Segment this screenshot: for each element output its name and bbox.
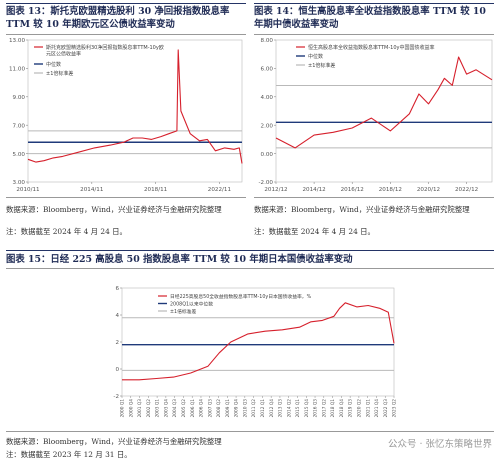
- x-tick-label: 2013 Q3: [278, 399, 284, 418]
- x-tick-label: 2005 Q2: [181, 399, 187, 418]
- y-tick-label: -2.00: [259, 180, 274, 186]
- chart-13-plot: 3.00 5.00 7.00 9.00 11.00 13.00 2010/11 2014/11…: [9, 38, 243, 193]
- y-tick-label: 6: [115, 286, 119, 292]
- top-rule: [254, 3, 494, 4]
- y-tick-label: 0.00: [261, 152, 274, 158]
- x-tick-label: 2012 Q1: [260, 399, 266, 418]
- bottom-rule: [6, 197, 246, 198]
- x-tick-label: 2014/11: [80, 187, 104, 193]
- bottom-rule: [6, 431, 494, 432]
- x-tick-label: 2009 Q4: [234, 399, 240, 418]
- x-tick-label: 2008 Q2: [216, 399, 222, 418]
- x-tick-label: 2018 Q1: [330, 399, 336, 418]
- x-tick-label: 2010/11: [16, 187, 40, 193]
- caption-rule: [6, 34, 246, 35]
- y-tick-label: 2.00: [261, 123, 274, 129]
- y-tick-label: 4.00: [261, 95, 274, 101]
- caption-rule: [6, 268, 494, 269]
- x-tick-label: 2015 Q4: [304, 399, 310, 418]
- plot-frame: [27, 39, 243, 183]
- x-tick-label: 2021 Q1: [365, 399, 371, 418]
- x-tick-label: 2022 Q3: [383, 399, 389, 418]
- x-tick-label: 2000 Q4: [128, 399, 134, 418]
- legend-median-label: 中位数: [46, 61, 61, 68]
- x-tick-label: 2010 Q3: [242, 399, 248, 418]
- legend-std-label: ±1倍标准差: [170, 308, 196, 315]
- chart-14-note: 注：数据截至 2024 年 4 月 24 日。: [254, 227, 375, 236]
- x-tick-label: 2014/12: [302, 187, 325, 193]
- chart-15-note: 注：数据截至 2023 年 12 月 31 日。: [6, 450, 132, 459]
- x-tick-label: 2018/12: [379, 187, 402, 193]
- x-tick-label: 2022/11: [208, 187, 232, 193]
- legend-series-label: 斯托克欧盟精选股利30净回报指数股息率TTM-10y欧元区公债收益率: [46, 44, 164, 58]
- y-tick-label: 4: [115, 313, 119, 319]
- x-tick-label: 2003 Q4: [163, 399, 169, 418]
- legend-median-label: 中位数: [308, 53, 323, 60]
- chart-14-source: 数据来源：Bloomberg，Wind，兴业证券经济与金融研究院整理: [254, 205, 470, 214]
- x-tick-label: 2007 Q3: [207, 399, 213, 418]
- chart-14-plot: -2.00 0.00 2.00 4.00 6.00 8.00 2012/12 2014/12 2…: [259, 38, 493, 193]
- x-tick-label: 2020 Q2: [357, 399, 363, 418]
- series-line: [27, 49, 243, 164]
- y-tick-label: 9.00: [13, 95, 26, 101]
- x-tick-label: 2006 Q4: [199, 399, 205, 418]
- x-tick-label: 2016/12: [341, 187, 364, 193]
- x-tick-label: 2012 Q4: [269, 399, 275, 418]
- y-tick-label: 8.00: [261, 38, 274, 44]
- y-tick-label: 6.00: [261, 67, 274, 73]
- legend-series-label: 日经225高股息50全收益指数股息率TTM-10y日本国债收益率，%: [170, 293, 312, 300]
- top-rule: [6, 3, 246, 4]
- y-tick-label: 13.00: [9, 38, 25, 44]
- x-tick-label: 2002 Q2: [146, 399, 152, 418]
- chart-13-caption: 图表 13：斯托克欧盟精选股利 30 净回报指数股息率 TTM 较 10 年期欧…: [6, 6, 230, 30]
- top-rule: [6, 250, 494, 251]
- chart-14-caption: 图表 14：恒生高股息率全收益指数股息率 TTM 较 10 年期中债收益率变动: [254, 6, 486, 30]
- x-tick-label: 2018/11: [144, 187, 168, 193]
- plot-frame: [275, 39, 493, 183]
- legend-std-label: ±1倍标准差: [46, 70, 73, 77]
- x-tick-label: 2012/12: [264, 187, 287, 193]
- chart-13-note: 注：数据截至 2024 年 4 月 24 日。: [6, 227, 127, 236]
- x-tick-label: 2003 Q1: [155, 399, 161, 418]
- y-tick-label: 11.00: [9, 67, 25, 73]
- caption-rule: [254, 34, 494, 35]
- x-tick-label: 2006 Q1: [190, 399, 196, 418]
- chart-15-caption: 图表 15：日经 225 高股息 50 指数股息率 TTM 较 10 年期日本国…: [6, 254, 353, 265]
- plot-frame: [121, 287, 395, 397]
- series-line: [275, 56, 493, 149]
- x-tick-label: 2001 Q3: [137, 399, 143, 418]
- x-tick-label: 2023 Q2: [392, 399, 398, 418]
- x-tick-label: 2004 Q3: [172, 399, 178, 418]
- y-tick-label: -2: [113, 394, 119, 400]
- x-tick-label: 2017 Q2: [321, 399, 327, 418]
- series-line: [122, 302, 395, 381]
- legend-std-label: ±1倍标准差: [308, 62, 335, 69]
- chart-13-source: 数据来源：Bloomberg，Wind，兴业证券经济与金融研究院整理: [6, 205, 222, 214]
- x-tick-label: 2015 Q1: [295, 399, 301, 418]
- legend-median-label: 2008Q1以来中位数: [170, 300, 213, 307]
- y-tick-label: 2: [115, 340, 119, 346]
- x-tick-label: 2018 Q4: [339, 399, 345, 418]
- bottom-rule: [254, 197, 494, 198]
- x-tick-label: 2011 Q2: [251, 399, 257, 418]
- x-tick-label: 2014 Q2: [286, 399, 292, 418]
- watermark: 公众号 · 张忆东策略世界: [387, 439, 492, 450]
- x-tick-label: 2000 Q1: [120, 399, 126, 418]
- y-tick-label: 5.00: [13, 152, 26, 158]
- y-tick-label: 7.00: [13, 123, 26, 129]
- x-tick-label: 2021 Q4: [374, 399, 380, 418]
- legend-series-label: 恒生高股息率全收益指数股息率TTM-10y中国国债收益率: [308, 44, 434, 51]
- x-tick-label: 2009 Q1: [225, 399, 231, 418]
- y-tick-label: 0: [115, 367, 119, 373]
- x-tick-label: 2020/12: [417, 187, 440, 193]
- y-tick-label: 3.00: [13, 180, 26, 186]
- x-tick-label: 2016 Q3: [313, 399, 319, 418]
- chart-15-source: 数据来源：Bloomberg，Wind，兴业证券经济与金融研究院整理: [6, 437, 222, 446]
- x-tick-label: 2019 Q3: [348, 399, 354, 418]
- x-tick-label: 2022/12: [455, 187, 478, 193]
